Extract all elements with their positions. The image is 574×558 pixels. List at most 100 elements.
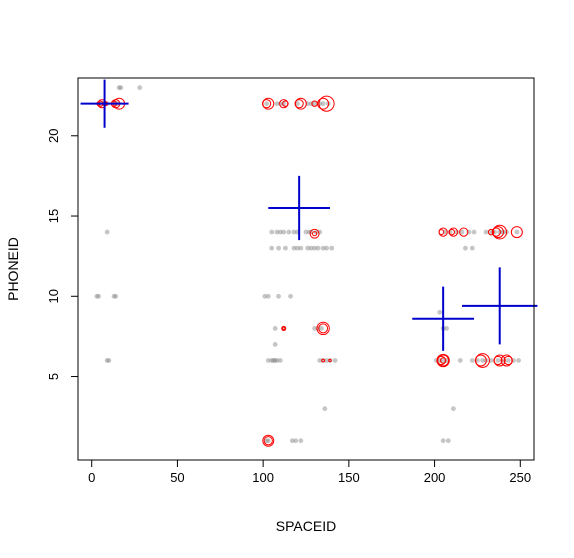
circle-marker xyxy=(475,353,490,368)
data-point xyxy=(277,358,283,363)
data-point xyxy=(295,245,300,251)
circle-marker xyxy=(281,325,287,331)
data-point xyxy=(276,293,281,299)
circle-marker xyxy=(487,228,495,236)
circle-marker xyxy=(309,228,320,239)
data-point xyxy=(283,245,288,251)
data-point xyxy=(289,438,295,444)
data-point xyxy=(495,358,501,363)
circle-marker xyxy=(262,97,275,110)
data-point xyxy=(440,438,446,444)
cross-marker xyxy=(462,267,538,345)
data-point xyxy=(118,85,124,91)
y-axis-title: PHONEID xyxy=(5,237,21,301)
data-point xyxy=(269,229,275,235)
data-point xyxy=(265,358,271,363)
circle-marker xyxy=(493,354,506,367)
data-point xyxy=(277,229,283,235)
circles-layer xyxy=(96,95,523,447)
data-point xyxy=(454,229,460,235)
data-point xyxy=(96,293,101,299)
data-point xyxy=(116,85,122,91)
data-point xyxy=(106,358,112,363)
y-tick-label: 20 xyxy=(46,129,61,143)
data-point xyxy=(480,358,485,363)
data-point xyxy=(315,245,321,251)
data-point xyxy=(312,325,317,331)
circle-marker xyxy=(317,97,330,110)
data-point xyxy=(137,85,143,91)
cross-marker xyxy=(268,175,330,241)
x-tick-label: 150 xyxy=(338,470,360,485)
data-point xyxy=(320,245,326,251)
circle-marker xyxy=(459,227,469,237)
y-tick-label: 15 xyxy=(46,209,61,223)
data-point xyxy=(111,293,117,299)
x-tick-label: 0 xyxy=(88,470,95,485)
crosses-layer xyxy=(80,79,538,351)
data-point xyxy=(264,438,269,444)
data-point xyxy=(308,245,314,251)
data-point xyxy=(295,101,300,107)
data-point xyxy=(457,358,463,363)
data-point xyxy=(440,358,446,363)
data-point xyxy=(332,358,338,363)
data-point xyxy=(320,101,326,107)
circle-marker xyxy=(500,354,513,367)
circle-marker xyxy=(279,99,289,109)
data-point xyxy=(451,406,456,412)
data-point xyxy=(329,245,335,251)
data-point xyxy=(269,245,275,251)
data-point xyxy=(437,309,443,315)
data-point xyxy=(497,229,503,235)
circle-marker xyxy=(328,358,332,363)
data-point xyxy=(463,245,468,251)
data-point xyxy=(445,438,451,444)
data-point xyxy=(488,358,494,363)
y-axis: 5 10 15 20 xyxy=(46,129,79,380)
circle-marker xyxy=(437,354,450,367)
circle-marker xyxy=(448,227,459,237)
data-point xyxy=(274,358,280,363)
data-point xyxy=(291,245,297,251)
circle-marker xyxy=(510,226,523,239)
data-point xyxy=(324,358,329,363)
data-point xyxy=(272,325,278,331)
y-tick-label: 10 xyxy=(46,289,61,303)
data-point xyxy=(305,245,311,251)
data-point xyxy=(303,229,309,235)
circle-marker xyxy=(492,224,508,240)
data-point xyxy=(113,293,119,299)
data-point xyxy=(281,229,287,235)
data-point xyxy=(514,229,520,235)
data-point xyxy=(469,358,475,363)
data-point xyxy=(322,406,328,412)
x-tick-label: 250 xyxy=(509,470,531,485)
x-tick-label: 50 xyxy=(170,470,184,485)
circle-marker xyxy=(316,321,330,336)
data-point xyxy=(298,438,304,444)
data-point xyxy=(94,293,100,299)
plot-frame xyxy=(77,77,535,461)
data-point xyxy=(271,358,276,363)
data-point xyxy=(104,229,110,235)
circle-marker xyxy=(263,436,273,446)
y-tick-label: 5 xyxy=(46,373,61,380)
data-point xyxy=(312,245,317,251)
data-point xyxy=(471,229,477,235)
x-axis-title: SPACEID xyxy=(276,518,336,534)
data-point xyxy=(291,229,297,235)
data-point xyxy=(288,293,293,299)
data-point xyxy=(483,229,489,235)
circle-marker xyxy=(312,231,318,237)
data-point xyxy=(324,245,329,251)
data-point xyxy=(104,358,110,363)
data-point xyxy=(286,229,292,235)
data-point xyxy=(516,358,521,363)
circle-marker xyxy=(436,353,450,368)
data-point xyxy=(264,101,269,107)
circle-marker xyxy=(321,358,326,363)
data-point xyxy=(274,101,280,107)
data-point xyxy=(276,245,281,251)
